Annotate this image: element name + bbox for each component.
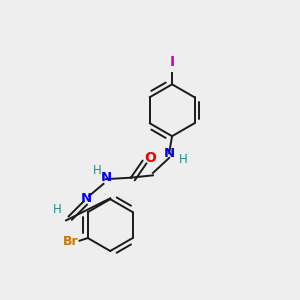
Text: I: I bbox=[169, 55, 175, 69]
Text: H: H bbox=[93, 164, 101, 177]
Text: N: N bbox=[101, 171, 112, 184]
Text: N: N bbox=[81, 192, 92, 205]
Text: O: O bbox=[144, 151, 156, 165]
Text: Br: Br bbox=[63, 235, 79, 248]
Text: H: H bbox=[179, 153, 188, 166]
Text: N: N bbox=[164, 147, 175, 160]
Text: H: H bbox=[53, 203, 62, 216]
